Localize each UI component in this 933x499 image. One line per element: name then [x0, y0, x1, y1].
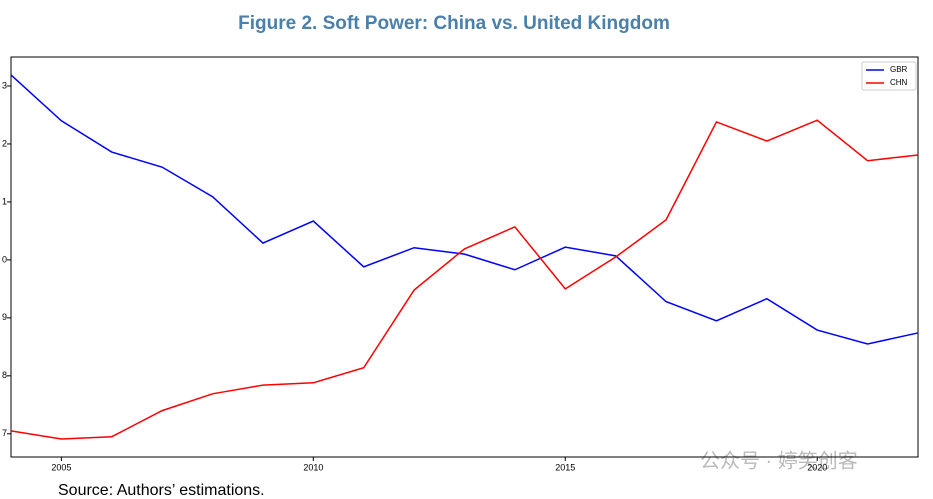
y-tick-label: 2 — [2, 138, 7, 148]
x-tick-label: 2015 — [555, 462, 575, 472]
legend-label: GBR — [890, 65, 908, 74]
y-tick-label: 8 — [2, 370, 7, 380]
legend-label: CHN — [890, 78, 908, 87]
x-tick-label: 2005 — [51, 462, 71, 472]
data-line — [10, 74, 919, 345]
y-tick-label: 7 — [2, 428, 7, 438]
source-note: Source: Authors’ estimations. — [58, 482, 265, 499]
legend-box — [861, 61, 917, 91]
y-tick-label: 9 — [2, 312, 7, 322]
y-tick-label: 0 — [2, 254, 7, 264]
y-tick-label: 3 — [2, 80, 7, 90]
x-tick-label: 2020 — [807, 462, 827, 472]
watermark: 公众号 · 婷笑创客 — [700, 449, 858, 472]
y-tick-label: 1 — [2, 196, 7, 206]
plot-frame — [10, 56, 919, 458]
x-tick-label: 2010 — [303, 462, 323, 472]
chart-title: Figure 2. Soft Power: China vs. United K… — [238, 13, 670, 34]
data-line — [10, 119, 919, 440]
